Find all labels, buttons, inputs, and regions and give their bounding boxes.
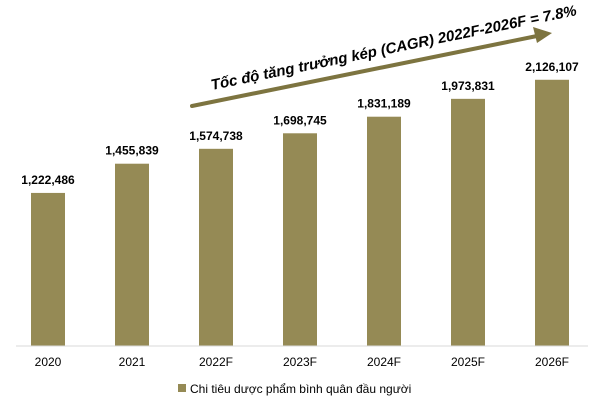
legend-swatch <box>178 384 186 392</box>
value-label-2022F: 1,574,738 <box>189 129 243 143</box>
value-labels-group: 1,222,486 1,455,839 1,574,738 1,698,745 1,83… <box>21 60 579 187</box>
x-tick-label-2023F: 2023F <box>283 355 317 369</box>
x-tick-label-2026F: 2026F <box>535 355 569 369</box>
x-tick-label-2024F: 2024F <box>367 355 401 369</box>
x-tick-label-2025F: 2025F <box>451 355 485 369</box>
cagr-annotation: Tốc độ tăng trưởng kép (CAGR) 2022F-2026… <box>209 2 578 94</box>
x-tick-labels-group: 2020 2021 2022F 2023F 2024F 2025F 2026F <box>35 355 569 369</box>
value-label-2020: 1,222,486 <box>21 173 75 187</box>
value-label-2023F: 1,698,745 <box>273 113 327 127</box>
legend-label: Chi tiêu dược phẩm bình quân đầu người <box>190 382 411 396</box>
bar-2024F <box>367 116 401 346</box>
legend: Chi tiêu dược phẩm bình quân đầu người <box>178 382 411 396</box>
bar-2020 <box>31 192 65 346</box>
bars-group <box>31 79 569 347</box>
bar-2021 <box>115 163 149 346</box>
value-label-2026F: 2,126,107 <box>525 60 579 74</box>
bar-2023F <box>283 133 317 346</box>
cagr-arrow <box>190 27 552 108</box>
cagr-arrow-line <box>190 34 539 108</box>
cagr-arrow-head <box>533 27 552 43</box>
value-label-2025F: 1,973,831 <box>441 79 495 93</box>
x-tick-label-2020: 2020 <box>35 355 62 369</box>
bar-2025F <box>451 98 485 346</box>
x-tick-label-2022F: 2022F <box>199 355 233 369</box>
value-label-2021: 1,455,839 <box>105 144 159 158</box>
value-label-2024F: 1,831,189 <box>357 97 411 111</box>
bar-2022F <box>199 148 233 346</box>
bar-2026F <box>535 79 569 347</box>
x-tick-label-2021: 2021 <box>119 355 146 369</box>
